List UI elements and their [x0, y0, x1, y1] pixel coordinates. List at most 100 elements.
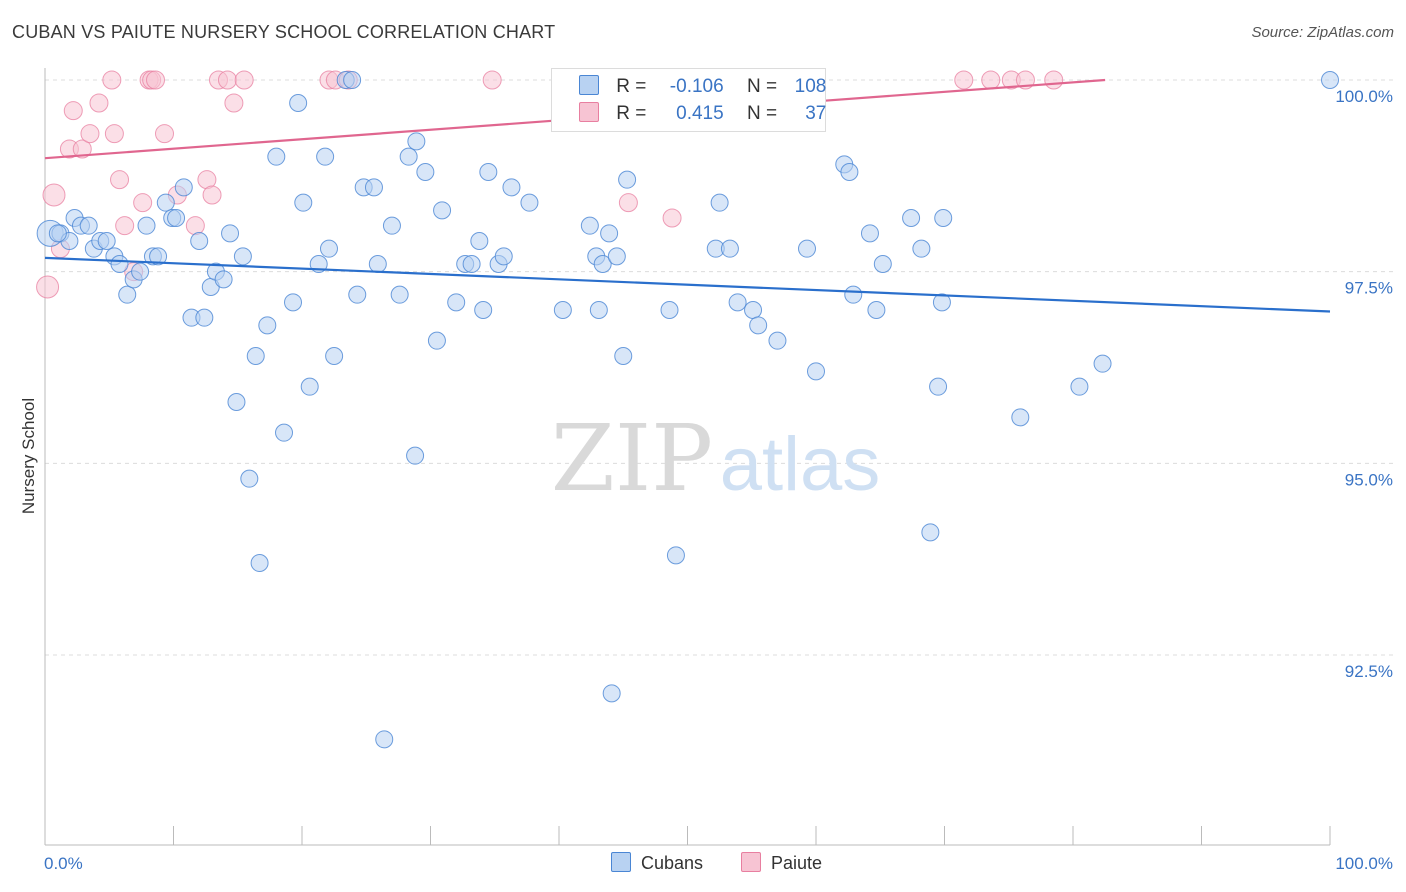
- cuban-point: [607, 247, 626, 266]
- cuban-point: [433, 201, 452, 220]
- cuban-point: [614, 347, 633, 365]
- cuban-point: [289, 94, 308, 112]
- cuban-point: [602, 684, 621, 703]
- cuban-point: [873, 255, 892, 273]
- cuban-point: [912, 239, 931, 258]
- cuban-point: [593, 255, 612, 273]
- cuban-point: [1321, 71, 1339, 89]
- paiute-point: [110, 170, 130, 190]
- paiute-point: [42, 183, 66, 207]
- cuban-point: [246, 347, 265, 365]
- cuban-point: [860, 224, 879, 243]
- cuban-point: [275, 423, 294, 442]
- cuban-point: [348, 285, 367, 304]
- cuban-point: [902, 209, 921, 227]
- y-axis-label: Nursery School: [19, 398, 38, 514]
- y-tick-label-2: 97.5%: [1345, 279, 1393, 298]
- paiute-point: [234, 70, 254, 90]
- cuban-point: [447, 293, 466, 312]
- bottom-legend-paiute: Paiute: [741, 852, 822, 874]
- cuban-point: [300, 377, 319, 396]
- cuban-point: [240, 469, 259, 488]
- paiute-point: [202, 185, 222, 205]
- cuban-point: [364, 178, 383, 197]
- cuban-point: [502, 178, 521, 197]
- y-tick-label-3: 100.0%: [1335, 87, 1393, 106]
- cuban-point: [600, 224, 619, 243]
- paiute-point: [72, 139, 92, 159]
- y-tick-label-0: 92.5%: [1345, 662, 1393, 681]
- cuban-point: [520, 193, 539, 212]
- cuban-point: [494, 247, 513, 266]
- paiute-point: [146, 70, 166, 90]
- cuban-point: [316, 147, 335, 166]
- grid-lines: [45, 79, 1395, 656]
- paiute-point: [155, 124, 175, 144]
- cuban-point: [250, 554, 269, 572]
- cuban-point: [749, 316, 768, 335]
- cuban-point: [233, 247, 252, 266]
- cuban-point: [867, 301, 886, 319]
- cuban-point: [390, 285, 409, 304]
- cubans-n-value: 108: [794, 76, 827, 97]
- cuban-point: [118, 285, 137, 304]
- cuban-point: [589, 301, 608, 319]
- cuban-point: [798, 239, 817, 258]
- cuban-point: [1011, 408, 1030, 427]
- cuban-point: [666, 546, 685, 565]
- paiute-point: [102, 70, 122, 90]
- cuban-point: [267, 147, 286, 166]
- paiute-point: [662, 208, 682, 228]
- cuban-point: [110, 255, 129, 273]
- cuban-point: [195, 308, 214, 327]
- paiute-point: [89, 93, 109, 113]
- cuban-point: [79, 216, 98, 235]
- cuban-point: [221, 224, 240, 243]
- bottom-cubans-swatch: [611, 852, 631, 872]
- cuban-point: [934, 209, 953, 227]
- cuban-point: [844, 285, 863, 304]
- cuban-point: [474, 301, 493, 319]
- x-tick-label-0: 0.0%: [44, 854, 83, 873]
- cuban-point: [470, 232, 489, 250]
- cuban-point: [407, 132, 426, 151]
- cuban-point: [660, 301, 679, 319]
- paiute-n-value: 37: [805, 103, 827, 124]
- cuban-point: [807, 362, 825, 381]
- paiute-point: [115, 216, 135, 236]
- cuban-point: [744, 301, 763, 319]
- cubans-n-label: N =: [746, 76, 778, 97]
- cuban-point: [48, 224, 67, 243]
- source-label: Source: ZipAtlas.com: [1251, 24, 1394, 41]
- cuban-point: [149, 247, 168, 266]
- cuban-point: [416, 163, 435, 181]
- cuban-point: [399, 147, 418, 166]
- cuban-point: [932, 293, 951, 312]
- cuban-point: [479, 163, 498, 181]
- cuban-point: [1093, 354, 1112, 373]
- paiute-point: [133, 193, 153, 213]
- x-tick-label-1: 100.0%: [1335, 854, 1393, 873]
- bottom-paiute-swatch: [741, 852, 761, 872]
- cuban-point: [375, 730, 394, 749]
- paiute-point: [954, 70, 974, 90]
- cuban-point: [214, 270, 233, 289]
- cuban-point: [190, 232, 209, 250]
- cuban-point: [929, 377, 948, 396]
- cuban-point: [382, 216, 401, 235]
- cubans-r-label: R =: [616, 76, 647, 97]
- correlation-legend: R = -0.106 N = 108 R = 0.415 N = 37: [551, 68, 826, 132]
- tick-labels: 92.5% 95.0% 97.5% 100.0% 0.0% 100.0%: [44, 87, 1393, 873]
- paiute-point: [185, 216, 205, 236]
- paiute-point: [1044, 70, 1064, 90]
- cuban-point: [174, 178, 193, 197]
- paiute-point: [981, 70, 1001, 90]
- cubans-trend-line: [44, 256, 1331, 313]
- cuban-point: [137, 216, 156, 235]
- cuban-point: [227, 393, 246, 411]
- cuban-point: [156, 193, 175, 212]
- cuban-point: [325, 347, 344, 365]
- cuban-point: [284, 293, 303, 312]
- watermark: ZIP atlas: [551, 405, 880, 512]
- cubans-r-value: -0.106: [669, 76, 724, 97]
